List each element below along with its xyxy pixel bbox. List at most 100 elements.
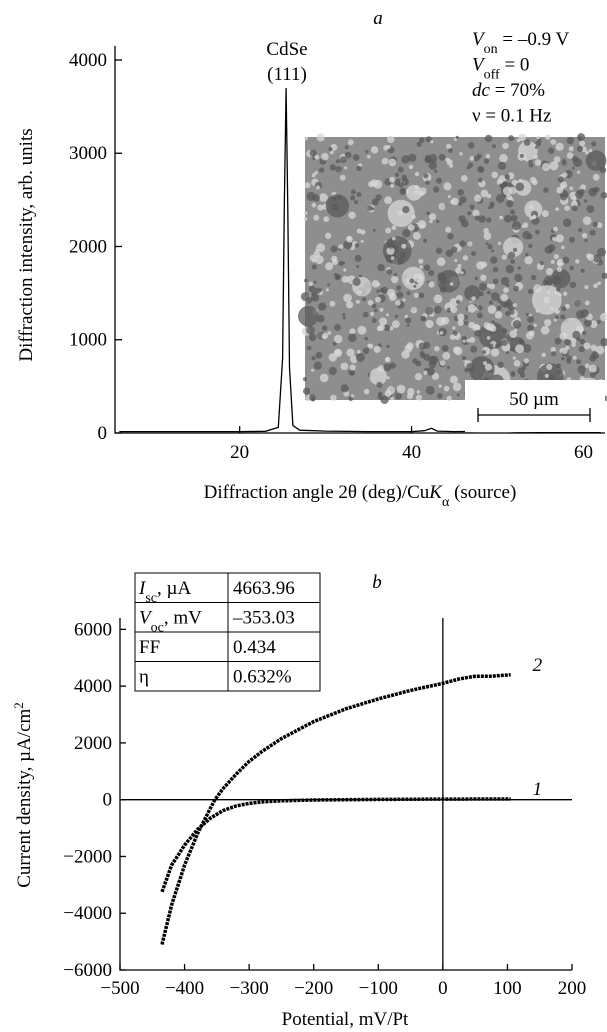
grain: [562, 218, 572, 227]
grain: [399, 251, 406, 258]
table-cell: [227, 631, 321, 662]
grain: [576, 359, 582, 365]
grain: [481, 350, 487, 355]
grain: [545, 134, 551, 140]
grain: [585, 150, 590, 155]
x-tick-label: 60: [574, 442, 593, 463]
y-tick-label: 3000: [69, 143, 107, 164]
grain: [525, 252, 529, 257]
grain: [346, 348, 355, 357]
grain: [319, 193, 328, 202]
grain: [423, 264, 431, 271]
grain: [360, 239, 364, 243]
grain: [302, 377, 308, 382]
grain: [367, 205, 373, 211]
grain: [544, 245, 553, 254]
grain: [507, 251, 516, 260]
x-axis-title: Diffraction angle 2θ (deg)/CuKα (source): [204, 482, 517, 510]
grain: [528, 162, 534, 168]
grain: [344, 145, 349, 150]
grain: [414, 373, 423, 381]
grain: [413, 273, 423, 283]
grain: [373, 179, 383, 189]
grain: [539, 261, 544, 266]
grain: [470, 345, 478, 353]
grain: [434, 169, 438, 173]
grain: [467, 241, 473, 247]
grain: [402, 206, 410, 214]
grain: [379, 288, 384, 293]
grain: [581, 232, 588, 239]
grain: [338, 260, 344, 267]
grain: [551, 351, 557, 357]
grain: [371, 207, 375, 211]
grain: [540, 325, 550, 335]
grain: [451, 246, 458, 253]
grain: [466, 362, 476, 372]
grain: [385, 227, 392, 234]
grain: [577, 188, 585, 196]
grain: [578, 346, 585, 353]
y-tick-label: −6000: [63, 960, 112, 981]
y-tick-label: 0: [103, 790, 113, 811]
y-axis-title: Current density, µA/cm2: [11, 702, 36, 888]
grain: [569, 236, 575, 243]
grain: [424, 156, 432, 164]
grain: [433, 186, 440, 193]
grain: [529, 204, 534, 210]
grain: [371, 280, 380, 288]
condition-label: Von = –0.9 V: [472, 29, 569, 57]
grain: [562, 158, 566, 162]
grain: [439, 360, 446, 366]
grain: [354, 254, 362, 262]
grain: [560, 314, 566, 320]
grain: [448, 148, 453, 153]
table-value: 4663.96: [233, 578, 295, 599]
grain: [555, 234, 564, 243]
grain: [438, 153, 446, 161]
grain: [306, 345, 312, 351]
grain: [543, 296, 550, 304]
grain: [346, 235, 353, 243]
grain: [315, 185, 320, 190]
grain: [586, 253, 592, 259]
grain: [478, 215, 486, 223]
grain: [314, 287, 321, 294]
grain: [491, 171, 499, 179]
grain: [588, 364, 597, 373]
grain: [442, 352, 451, 360]
grain: [545, 267, 554, 276]
grain: [315, 351, 323, 359]
grain: [416, 142, 422, 147]
grain: [343, 293, 352, 303]
grain: [542, 280, 548, 286]
grain: [428, 270, 435, 276]
text-part: off: [484, 67, 500, 82]
x-tick-label: 100: [493, 978, 522, 999]
grain: [419, 137, 425, 143]
grain: [478, 282, 488, 291]
grain: [505, 264, 515, 274]
table-cell: [134, 631, 229, 662]
text-part: sc: [145, 591, 157, 606]
grain: [486, 290, 491, 295]
grain: [331, 203, 339, 211]
grain: [505, 310, 511, 317]
grain: [408, 164, 414, 170]
grain: [506, 200, 514, 208]
grain: [313, 214, 320, 221]
grain: [601, 272, 607, 279]
grain: [528, 330, 535, 337]
grain: [593, 186, 600, 193]
grain: [378, 391, 383, 397]
grain: [525, 158, 529, 162]
x-tick-label: 40: [402, 442, 421, 463]
grain: [506, 193, 513, 200]
table-value: 0.632%: [233, 667, 292, 688]
grain: [383, 363, 392, 372]
grain: [381, 157, 389, 165]
grain: [499, 183, 503, 188]
grain: [445, 249, 453, 257]
grain: [579, 338, 585, 345]
x-tick-label: −300: [230, 978, 269, 999]
